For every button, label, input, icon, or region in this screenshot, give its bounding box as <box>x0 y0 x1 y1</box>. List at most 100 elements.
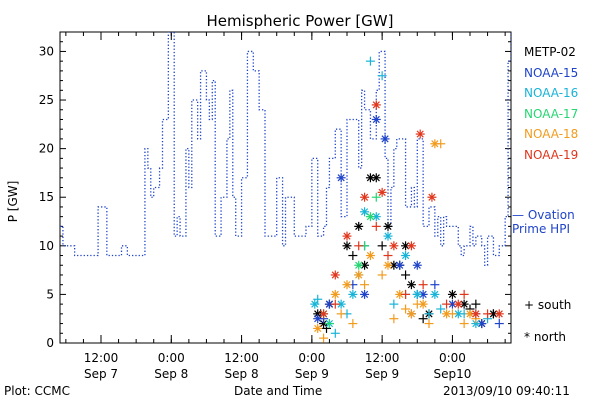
star-arm <box>454 300 462 308</box>
star-arm <box>355 222 363 230</box>
north-point <box>406 241 416 251</box>
south-point <box>377 270 387 280</box>
south-point <box>348 319 358 329</box>
star-arm <box>360 290 369 299</box>
star-arm <box>448 300 457 308</box>
star-arm <box>460 300 468 308</box>
legend-item: NOAA-16 <box>524 86 579 101</box>
north-point <box>412 289 422 299</box>
north-point <box>477 319 487 329</box>
star-arm <box>472 310 480 318</box>
star-arm <box>384 222 392 230</box>
star-arm <box>337 300 345 308</box>
star-arm <box>343 281 351 289</box>
north-point <box>342 231 352 241</box>
north-point <box>383 260 393 270</box>
star-arm <box>331 290 339 299</box>
south-point <box>322 323 331 333</box>
north-point <box>365 212 375 222</box>
north-point <box>348 289 358 299</box>
footer-right: 2013/09/10 09:40:11 <box>443 384 570 398</box>
north-point <box>395 289 405 299</box>
north-point <box>383 231 393 241</box>
north-point <box>430 289 440 299</box>
x-tick-label-time: 12:00 <box>224 351 259 365</box>
star-arm <box>372 174 380 182</box>
north-point <box>377 187 387 197</box>
x-tick-label-date: Sep 9 <box>365 367 399 381</box>
north-point <box>330 289 340 299</box>
north-point <box>418 299 428 309</box>
x-tick-label-date: Sep 8 <box>154 367 188 381</box>
south-point <box>424 319 434 329</box>
star-arm <box>466 310 474 318</box>
footer-left: Plot: CCMC <box>4 384 70 398</box>
north-point <box>310 299 320 309</box>
north-point <box>494 309 504 319</box>
y-tick-label: 25 <box>39 93 54 107</box>
south-point <box>360 280 370 290</box>
star-arm <box>442 310 451 318</box>
north-point <box>371 173 381 183</box>
star-arm <box>407 281 416 289</box>
north-point <box>389 241 399 251</box>
star-arm <box>407 242 416 250</box>
north-marker-legend: * north <box>524 330 567 344</box>
star-arm <box>431 140 439 148</box>
north-point <box>401 251 411 261</box>
north-point <box>380 134 390 144</box>
legend-item: NOAA-15 <box>524 65 579 80</box>
south-point <box>324 319 334 329</box>
star-arm <box>407 310 416 318</box>
south-point <box>371 221 381 231</box>
south-point <box>418 280 428 290</box>
star-arm <box>355 261 363 269</box>
south-point <box>365 56 375 66</box>
star-arm <box>401 251 410 260</box>
x-tick-label-time: 12:00 <box>84 351 119 365</box>
star-arm <box>431 290 439 299</box>
south-point <box>377 71 387 81</box>
star-arm <box>416 130 424 138</box>
satellite-markers <box>310 56 504 343</box>
x-tick-label-time: 12:00 <box>365 351 400 365</box>
star-arm <box>413 261 421 269</box>
star-arm <box>419 290 427 299</box>
x-tick-label-time: 0:00 <box>298 351 325 365</box>
star-arm <box>495 310 503 318</box>
north-point <box>371 114 381 124</box>
south-point <box>330 299 340 309</box>
star-arm <box>319 310 328 318</box>
star-arm <box>401 242 410 250</box>
star-arm <box>314 324 322 333</box>
star-arm <box>381 135 389 143</box>
north-point <box>354 270 364 280</box>
north-point <box>453 309 463 319</box>
legend-item: NOAA-18 <box>524 127 579 142</box>
star-arm <box>378 188 386 196</box>
star-arm <box>489 310 498 318</box>
star-arm <box>325 300 334 308</box>
star-arm <box>337 174 345 182</box>
south-point <box>459 319 469 329</box>
legend-item: NOAA-19 <box>524 147 579 162</box>
north-point <box>383 221 393 231</box>
ovation-dash: — <box>512 208 528 222</box>
star-arm <box>478 319 486 328</box>
north-point <box>447 289 457 299</box>
y-tick-label: 0 <box>46 336 54 350</box>
south-marker-legend: + south <box>524 298 572 312</box>
star-arm <box>454 310 462 318</box>
ovation-legend: — Ovation Prime HPI <box>512 208 600 236</box>
north-point <box>360 192 370 202</box>
y-tick-label: 20 <box>39 142 54 156</box>
y-tick-label: 5 <box>46 287 54 301</box>
north-point <box>371 212 381 222</box>
south-point <box>494 319 504 329</box>
north-point <box>313 323 323 333</box>
north-point <box>354 260 364 270</box>
north-point <box>360 289 370 299</box>
north-point <box>324 299 334 309</box>
south-point <box>424 309 434 319</box>
